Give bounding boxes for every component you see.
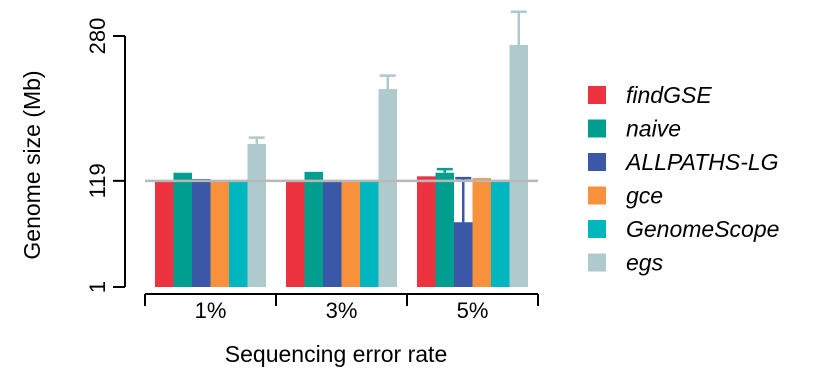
bar-gce-1 [210,180,229,287]
legend-item-findgse: findGSE [588,82,712,108]
legend-label: ALLPATHS-LG [624,149,779,175]
legend-swatch [588,86,606,104]
error-bars-layer [248,10,527,268]
bar-naive-2 [304,171,323,287]
x-tick-label: 1% [195,298,227,323]
bar-naive-3 [435,172,454,287]
error-bar-allpaths-lg-3 [455,176,472,268]
y-axis-title: Genome size (Mb) [19,70,45,259]
legend-swatch [588,119,606,138]
bar-egs-2 [378,89,397,287]
x-ticks: 1% 3% 5% [144,294,539,323]
bar-egs-1 [247,143,266,287]
legend-swatch [588,153,606,171]
bars-layer [155,44,528,288]
legend-swatch [588,186,606,205]
y-tick-label: 119 [85,163,110,198]
legend-swatch [588,253,606,272]
legend-label: GenomeScope [626,216,779,242]
bar-findgse-1 [155,180,174,287]
bar-genomescope-2 [360,180,379,287]
bar-gce-2 [341,180,360,287]
y-ticks: 1 119 280 [85,18,125,293]
y-tick-label: 1 [85,281,110,293]
legend-item-naive: naive [588,116,681,142]
bar-genomescope-1 [229,180,248,287]
error-bar-egs-1 [248,136,265,144]
x-tick-label: 3% [326,298,358,323]
legend-swatch [588,220,606,238]
legend-item-gce: gce [588,183,663,209]
legend-item-allpaths-lg: ALLPATHS-LG [588,149,779,175]
bar-egs-3 [509,44,528,288]
y-tick-label: 280 [85,18,110,55]
bar-naive-1 [173,172,192,287]
legend-label: egs [626,250,664,276]
legend-item-genomescope: GenomeScope [588,216,779,242]
x-tick-label: 5% [457,298,489,323]
bar-findgse-3 [417,176,436,287]
error-bar-egs-2 [379,74,396,90]
bar-genomescope-3 [491,180,510,287]
legend: findGSE naive ALLPATHS-LG gce GenomeScope egs [588,82,779,276]
bar-findgse-2 [286,180,305,287]
bar-allpaths-lg-1 [192,179,211,287]
error-bar-naive-3 [436,167,453,173]
legend-label: gce [626,183,663,209]
legend-label: naive [626,116,681,142]
bar-allpaths-lg-2 [323,179,342,287]
bar-gce-3 [472,178,491,287]
x-axis-title: Sequencing error rate [225,341,447,367]
error-bar-egs-3 [510,10,527,45]
legend-item-egs: egs [588,250,664,276]
legend-label: findGSE [626,82,712,108]
